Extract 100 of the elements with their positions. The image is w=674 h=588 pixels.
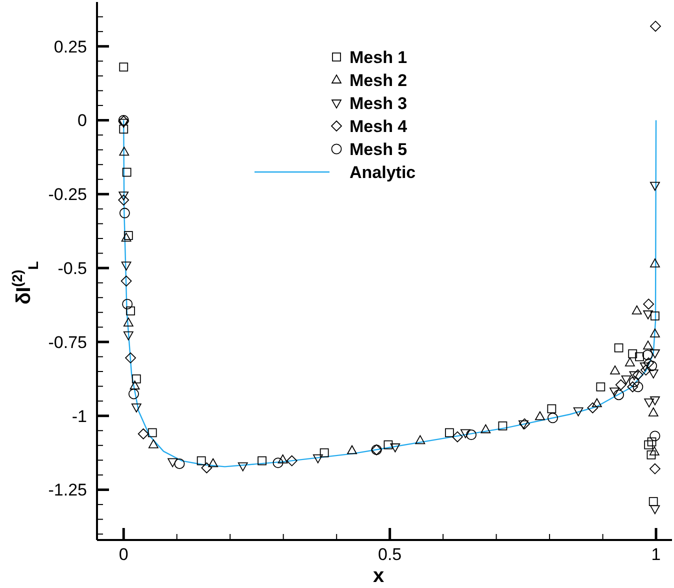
point xyxy=(384,440,393,450)
point xyxy=(610,388,620,396)
point xyxy=(119,146,130,156)
y-tick-label: -1.25 xyxy=(48,480,87,500)
point xyxy=(132,374,141,384)
point xyxy=(644,440,654,450)
point xyxy=(124,231,133,240)
point xyxy=(130,380,140,390)
legend-label: Mesh 4 xyxy=(350,116,408,136)
point xyxy=(643,298,654,310)
point xyxy=(649,446,660,456)
point xyxy=(119,62,128,72)
point xyxy=(480,424,491,434)
point xyxy=(635,352,644,362)
point xyxy=(119,208,130,218)
point xyxy=(148,428,157,438)
point xyxy=(535,411,545,420)
point xyxy=(643,340,653,350)
point xyxy=(646,450,656,460)
point xyxy=(118,118,129,128)
point xyxy=(498,421,508,430)
point xyxy=(650,505,660,514)
point xyxy=(123,331,134,340)
legend-label: Mesh 1 xyxy=(350,48,408,67)
point xyxy=(610,365,620,374)
point xyxy=(122,298,133,310)
point xyxy=(138,428,149,440)
point xyxy=(632,382,644,392)
y-tick-label: 0 xyxy=(78,111,87,130)
point xyxy=(148,439,158,448)
point xyxy=(131,404,142,412)
point xyxy=(592,398,602,408)
point xyxy=(120,276,132,286)
point xyxy=(121,262,132,271)
point xyxy=(460,429,470,438)
point xyxy=(238,462,248,472)
point xyxy=(650,182,660,191)
point xyxy=(624,357,635,366)
point xyxy=(629,371,640,380)
point xyxy=(650,20,661,32)
x-tick-label: 0.5 xyxy=(378,545,402,564)
point xyxy=(547,404,556,414)
point xyxy=(621,375,632,384)
point xyxy=(632,369,644,380)
point xyxy=(174,458,185,469)
x-axis-title: x xyxy=(372,565,384,587)
point xyxy=(196,456,206,466)
point xyxy=(614,343,624,352)
point xyxy=(126,306,135,316)
point xyxy=(650,463,660,474)
point xyxy=(320,448,329,458)
point xyxy=(647,437,656,446)
point xyxy=(313,454,323,464)
point xyxy=(125,352,136,364)
legend-label: Mesh 3 xyxy=(350,94,408,113)
point xyxy=(632,305,642,314)
point xyxy=(587,402,598,414)
point xyxy=(615,379,626,390)
point xyxy=(347,445,357,454)
point xyxy=(640,364,652,376)
point xyxy=(650,328,660,338)
legend-label: Mesh 5 xyxy=(350,140,408,159)
point xyxy=(628,376,640,388)
point xyxy=(119,124,128,134)
legend-label: Mesh 2 xyxy=(350,70,408,90)
point xyxy=(643,357,654,368)
point xyxy=(648,497,658,506)
y-tick-label: -0.5 xyxy=(58,258,87,278)
point xyxy=(445,428,454,438)
x-tick-label: 0 xyxy=(118,545,128,564)
point xyxy=(650,258,660,268)
y-tick-label: 0.25 xyxy=(54,37,87,56)
point xyxy=(650,430,660,442)
point xyxy=(648,370,658,378)
x-tick-label: 1 xyxy=(651,545,661,564)
point xyxy=(390,443,400,452)
point xyxy=(122,168,132,177)
point xyxy=(168,458,178,468)
point xyxy=(118,192,129,200)
point xyxy=(123,318,134,326)
point xyxy=(646,360,658,372)
point xyxy=(640,362,650,372)
point xyxy=(121,232,132,242)
y-tick-label: -0.25 xyxy=(48,185,87,204)
point xyxy=(573,407,584,416)
point xyxy=(415,435,426,444)
point xyxy=(208,458,218,468)
point xyxy=(614,390,624,400)
point xyxy=(644,398,654,408)
point xyxy=(201,462,212,474)
y-tick-label: -0.75 xyxy=(48,332,87,352)
point xyxy=(627,381,638,392)
point xyxy=(118,194,130,206)
point xyxy=(286,455,298,466)
point xyxy=(278,454,288,464)
point xyxy=(650,349,660,358)
y-tick-label: -1 xyxy=(72,406,87,426)
point xyxy=(596,382,606,392)
point xyxy=(272,458,284,468)
point xyxy=(452,431,463,442)
